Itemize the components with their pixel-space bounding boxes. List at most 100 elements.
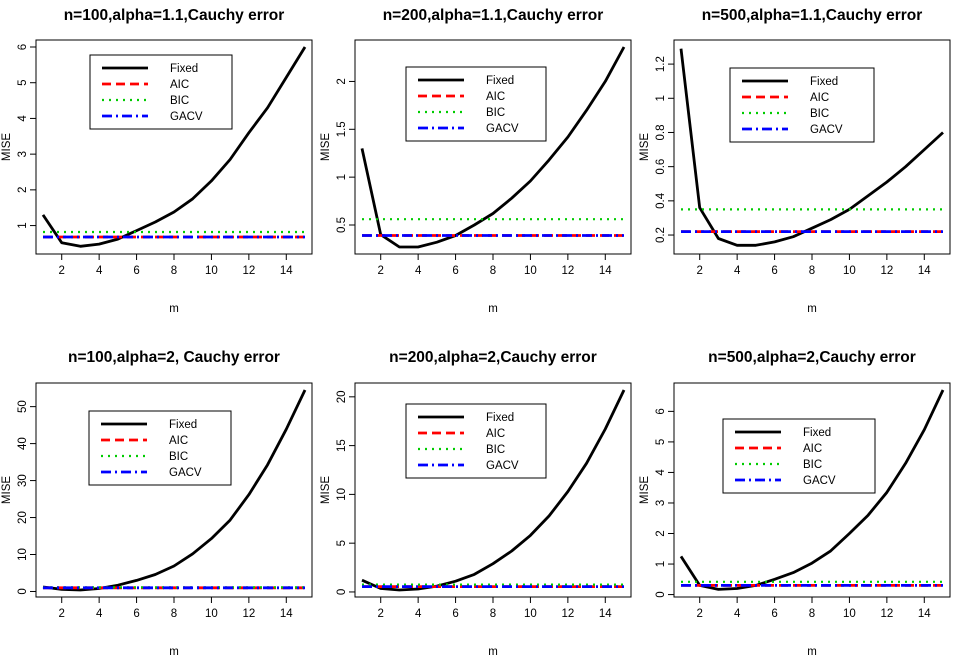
legend-label: GACV: [486, 123, 519, 135]
y-tick-label: 0.5: [336, 217, 348, 233]
legend-label: AIC: [486, 91, 505, 103]
legend-label: GACV: [169, 467, 202, 479]
x-tick-label: 8: [171, 608, 177, 620]
x-tick-label: 10: [843, 608, 856, 620]
legend-box: [722, 418, 876, 494]
legend-box: [405, 66, 547, 142]
legend: Fixed AIC BIC GACV: [722, 418, 876, 494]
y-tick-label: 30: [17, 474, 29, 487]
series-line-fixed: [42, 389, 307, 592]
x-tick-label: 12: [242, 608, 255, 620]
x-tick-label: 8: [490, 608, 496, 620]
x-tick-label: 4: [96, 608, 103, 620]
x-tick-label: 2: [697, 608, 703, 620]
chart-title: n=200,alpha=1.1,Cauchy error: [383, 7, 604, 24]
y-tick-label: 3: [17, 151, 29, 157]
y-tick-label: 4: [655, 469, 667, 476]
y-tick-label: 3: [655, 500, 667, 506]
legend: Fixed AIC BIC GACV: [405, 66, 547, 142]
y-tick-label: 1: [336, 174, 348, 180]
y-tick-label: 6: [17, 44, 29, 50]
x-axis-label: m: [488, 646, 498, 658]
y-tick-label: 1: [17, 222, 29, 228]
y-axis-label: MISE: [639, 476, 651, 504]
legend-label: Fixed: [170, 63, 198, 75]
x-axis-label: m: [488, 303, 498, 315]
x-tick-label: 14: [918, 265, 931, 277]
x-tick-label: 4: [734, 265, 741, 277]
x-tick-label: 14: [918, 608, 931, 620]
legend-label: BIC: [170, 95, 189, 107]
x-tick-label: 4: [96, 265, 103, 277]
series-line-fixed: [361, 389, 626, 592]
x-tick-label: 14: [280, 608, 293, 620]
x-tick-label: 12: [561, 608, 574, 620]
x-tick-label: 14: [599, 265, 612, 277]
legend-label: BIC: [803, 459, 822, 471]
x-tick-label: 6: [452, 608, 458, 620]
x-axis-label: m: [807, 646, 817, 658]
y-tick-label: 40: [17, 437, 29, 450]
y-tick-label: 1.2: [655, 56, 667, 72]
panel-4: n=100,alpha=2, Cauchy error 2 4 6 8 10 12 14 0 10…: [1, 349, 313, 658]
y-tick-label: 50: [17, 400, 29, 413]
legend-box: [405, 403, 547, 479]
x-axis-label: m: [169, 646, 179, 658]
legend-label: Fixed: [803, 427, 831, 439]
x-tick-label: 14: [280, 265, 293, 277]
y-tick-label: 10: [336, 488, 348, 501]
legend-label: GACV: [486, 460, 519, 472]
legend-box: [88, 410, 232, 486]
x-tick-label: 10: [205, 608, 218, 620]
chart-title: n=200,alpha=2,Cauchy error: [389, 349, 597, 366]
y-tick-label: 0: [17, 588, 29, 594]
legend-label: AIC: [170, 79, 189, 91]
y-tick-label: 4: [17, 115, 29, 122]
x-tick-label: 8: [809, 265, 815, 277]
legend: Fixed AIC BIC GACV: [88, 410, 232, 486]
y-tick-label: 15: [336, 439, 348, 452]
y-tick-label: 1: [655, 561, 667, 567]
series-line-fixed: [679, 48, 944, 247]
x-axis-label: m: [169, 303, 179, 315]
legend-label: AIC: [810, 92, 829, 104]
y-tick-label: 20: [336, 390, 348, 403]
series-line-fixed: [41, 46, 307, 248]
y-tick-label: 0: [336, 589, 348, 595]
y-axis-label: MISE: [320, 476, 332, 504]
x-tick-label: 6: [771, 265, 777, 277]
y-tick-label: 5: [17, 80, 29, 86]
y-tick-label: 5: [336, 540, 348, 546]
x-tick-label: 4: [734, 608, 741, 620]
y-tick-label: 0.2: [655, 227, 667, 243]
chart-title: n=100,alpha=2, Cauchy error: [68, 349, 280, 366]
x-tick-label: 4: [415, 265, 422, 277]
y-axis-label: MISE: [1, 133, 13, 161]
y-tick-label: 20: [17, 511, 29, 524]
x-tick-label: 10: [843, 265, 856, 277]
x-tick-label: 2: [697, 265, 703, 277]
chart-title: n=500,alpha=1.1,Cauchy error: [702, 7, 923, 24]
x-tick-label: 12: [880, 265, 893, 277]
x-tick-label: 2: [378, 608, 384, 620]
x-tick-label: 2: [59, 608, 65, 620]
legend-label: Fixed: [486, 75, 514, 87]
y-tick-label: 5: [655, 439, 667, 445]
legend-label: BIC: [486, 107, 505, 119]
legend-label: Fixed: [810, 76, 838, 88]
x-tick-label: 12: [242, 265, 255, 277]
legend-label: Fixed: [486, 412, 514, 424]
legend-label: BIC: [486, 444, 505, 456]
x-tick-label: 2: [378, 265, 384, 277]
y-tick-label: 1.5: [336, 121, 348, 137]
y-tick-label: 10: [17, 548, 29, 561]
panel-3: n=500,alpha=1.1,Cauchy error 2 4 6 8 10 12 14 0.…: [639, 7, 951, 315]
y-tick-label: 6: [655, 408, 667, 414]
x-tick-label: 6: [452, 265, 458, 277]
legend: Fixed AIC BIC GACV: [729, 67, 875, 143]
y-tick-label: 1: [655, 95, 667, 101]
x-tick-label: 10: [205, 265, 218, 277]
chart-title: n=100,alpha=1.1,Cauchy error: [64, 7, 285, 24]
y-axis-label: MISE: [1, 476, 13, 504]
